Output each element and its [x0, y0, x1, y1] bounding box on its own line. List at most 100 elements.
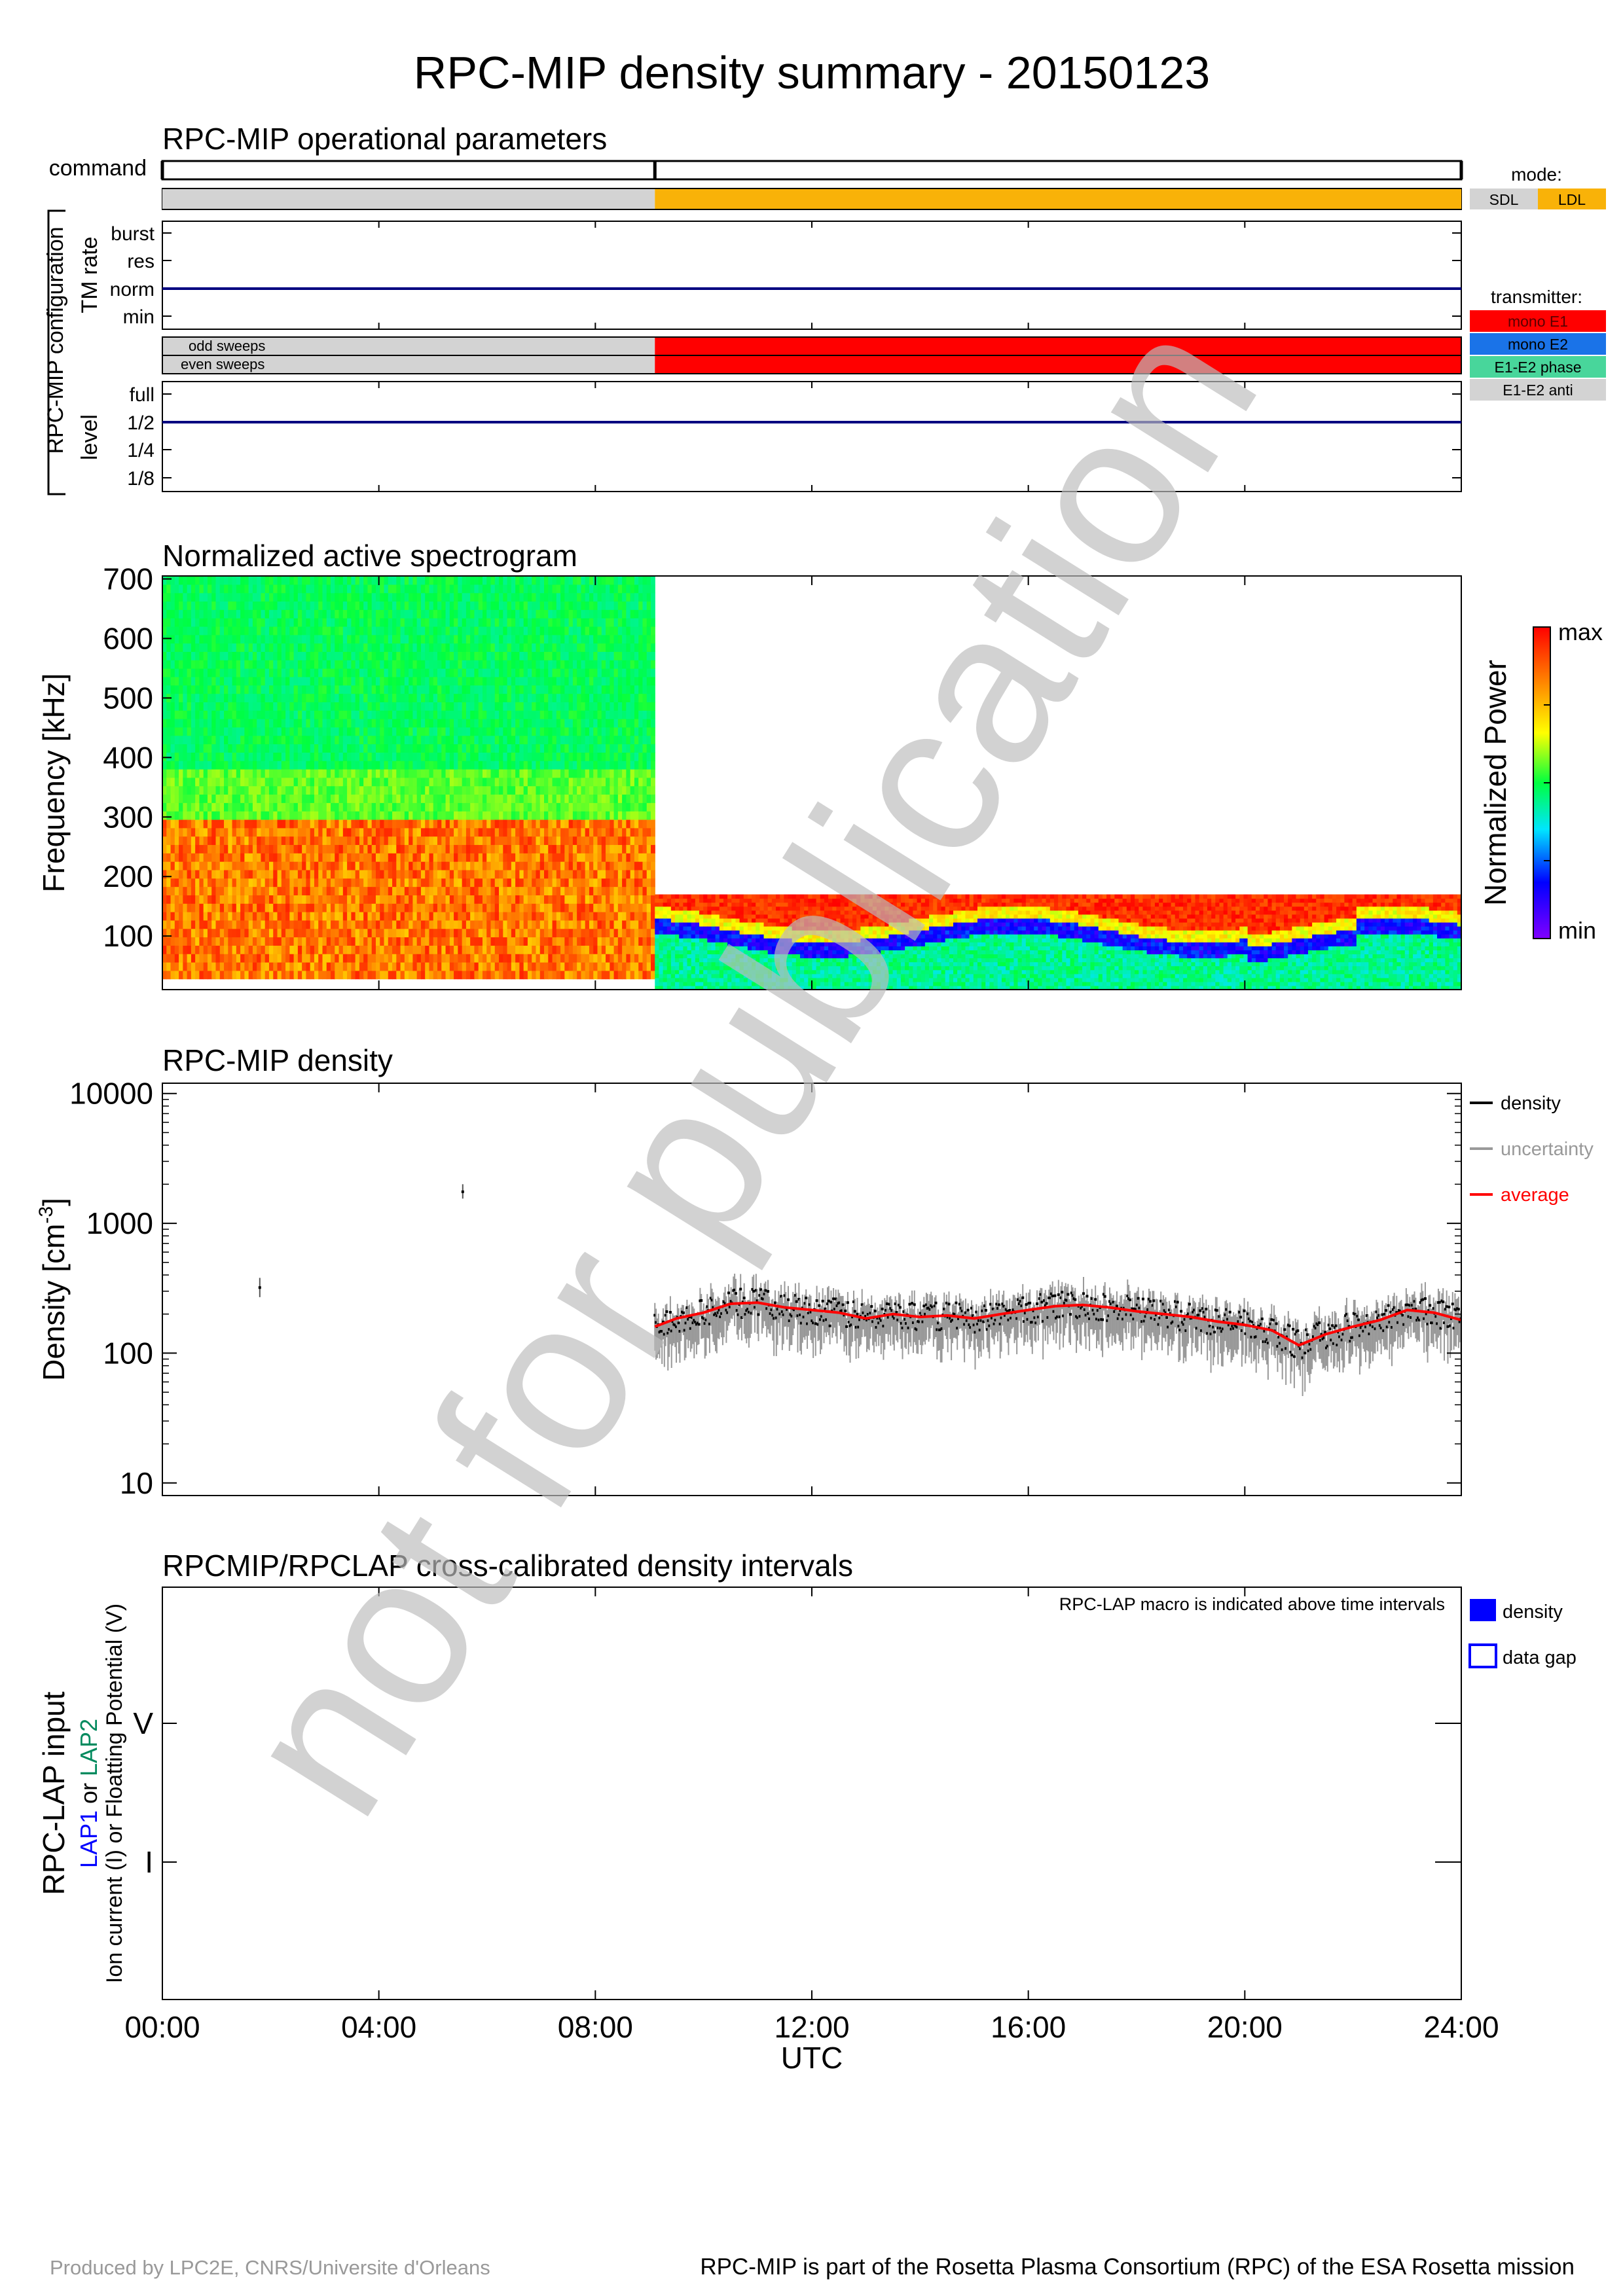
spectrogram-cell-973 — [244, 861, 249, 870]
spectrogram-cell-1880 — [322, 903, 327, 912]
spectrogram-cell-3823 — [486, 710, 492, 719]
spectrogram-cell-3692 — [474, 601, 479, 610]
spectrogram-cell-1432 — [281, 634, 286, 644]
spectrogram-cell-2120 — [342, 903, 348, 912]
spectrogram-cell-2834 — [404, 954, 409, 963]
spectrogram-cell-1537 — [293, 961, 299, 971]
spectrogram-cell-320 — [187, 702, 192, 711]
spectrogram-cell-2735 — [392, 576, 397, 585]
spectrogram-cell-2149 — [342, 660, 348, 669]
spectrogram-cell-1696 — [306, 836, 311, 846]
spectrogram-cell-3731 — [478, 676, 483, 686]
spectrogram-cell-3325 — [445, 861, 450, 870]
spectrogram-cell-1800 — [314, 768, 319, 778]
spectrogram-cell-743 — [224, 777, 228, 787]
spectrogram-cell-3714 — [478, 819, 483, 829]
spectrogram-cell-3738 — [478, 618, 483, 627]
spectrogram-cell-299 — [187, 878, 192, 888]
spectrogram-cell-2684 — [388, 601, 393, 610]
spectrogram-cell-929 — [240, 827, 245, 837]
spectrogram-cell-1398 — [281, 920, 286, 929]
spectrogram-cell-445 — [199, 861, 204, 870]
spectrogram-cell-1535 — [289, 576, 295, 585]
spectrogram-cell-4836 — [572, 668, 577, 677]
spectrogram-cell-3591 — [465, 643, 471, 653]
spectrogram-cell-1820 — [314, 601, 319, 610]
spectrogram-cell-4276 — [527, 937, 532, 946]
spectrogram-cell-1694 — [306, 853, 311, 862]
spectrogram-cell-1403 — [281, 878, 286, 888]
spectrogram-cell-412 — [195, 735, 200, 745]
spectrogram-cell-4486 — [544, 785, 549, 795]
spectrogram-cell-3056 — [420, 702, 426, 711]
spectrogram-cell-533 — [207, 928, 212, 938]
spectrogram-cell-4661 — [560, 928, 565, 938]
spectrogram-cell-3207 — [433, 643, 438, 653]
spectrogram-cell-2739 — [396, 945, 401, 954]
spectrogram-cell-3415 — [454, 912, 458, 921]
spectrogram-cell-1026 — [248, 819, 253, 829]
spectrogram-cell-891 — [236, 744, 241, 753]
spectrogram-cell-917 — [240, 928, 245, 938]
spectrogram-cell-3831 — [486, 643, 492, 653]
spectrogram-cell-863 — [232, 576, 237, 585]
spectrogram-cell-1634 — [302, 954, 307, 963]
spectrogram-cell-1914 — [322, 618, 327, 627]
spectrogram-cell-216 — [179, 768, 183, 778]
spectrogram-cell-1962 — [326, 618, 331, 627]
spectrogram-cells — [162, 576, 1461, 990]
spectrogram-cell-3970 — [499, 685, 503, 694]
spectrogram-cell-1539 — [293, 945, 299, 954]
spectrogram-cell-1527 — [289, 643, 295, 653]
spectrogram-cell-3225 — [437, 895, 442, 904]
spectrogram-cell-3617 — [470, 827, 475, 837]
spectrogram-cell-3865 — [490, 761, 496, 770]
spectrogram-cell-4855 — [577, 912, 582, 921]
spectrogram-cell-3018 — [416, 618, 422, 627]
spectrogram-cell-581 — [211, 928, 217, 938]
spectrogram-cell-119 — [170, 777, 175, 787]
spectrogram-cell-1854 — [318, 719, 323, 728]
spectrogram-cell-3883 — [490, 609, 496, 619]
spectrogram-cell-4620 — [556, 869, 561, 879]
spectrogram-cell-4515 — [548, 945, 553, 954]
spectrogram-cell-2041 — [335, 761, 340, 770]
spectrogram-cell-3943 — [499, 912, 503, 921]
spectrogram-cell-25 — [162, 761, 167, 770]
spectrogram-cell-3490 — [458, 685, 463, 694]
spectrogram-cell-4487 — [544, 777, 549, 787]
even-sweeps-label: even sweeps — [181, 356, 264, 372]
spectrogram-cell-4761 — [568, 895, 574, 904]
spectrogram-cell-2058 — [335, 618, 340, 627]
spectrogram-cell-2402 — [367, 954, 373, 963]
spectrogram-cell-1967 — [326, 576, 331, 585]
spectrogram-cell-317 — [187, 726, 192, 736]
spectrogram-cell-95 — [166, 576, 172, 585]
spectrogram-cell-4699 — [560, 609, 565, 619]
spectrogram-cell-3666 — [474, 819, 479, 829]
spectrogram-cell-3199 — [433, 710, 438, 719]
spectrogram-cell-2844 — [404, 869, 409, 879]
spectrogram-cell-4037 — [507, 928, 512, 938]
spectrogram-cell-4863 — [577, 844, 582, 853]
spectrogram-cell-2040 — [335, 768, 340, 778]
spectrogram-cell-2910 — [409, 719, 414, 728]
spectrogram-cell-3159 — [429, 643, 434, 653]
spectrogram-cell-541 — [207, 861, 212, 870]
spectrogram-cell-2458 — [371, 886, 376, 895]
spectrogram-cell-3318 — [445, 920, 450, 929]
spectrogram-cell-3277 — [441, 861, 447, 870]
spectrogram-cell-1081 — [252, 761, 257, 770]
spectrogram-cell-4523 — [548, 878, 553, 888]
spectrogram-cell-4611 — [556, 945, 561, 954]
spectrogram-cell-284 — [183, 601, 188, 610]
spectrogram-cell-335 — [187, 576, 192, 585]
spectrogram-cell-1799 — [314, 777, 319, 787]
spectrogram-cell-2270 — [355, 853, 360, 862]
spectrogram-cell-333 — [187, 592, 192, 602]
spectrogram-cell-3609 — [470, 895, 475, 904]
spectrogram-cell-1464 — [285, 768, 290, 778]
spectrogram-cell-4574 — [552, 853, 557, 862]
spectrogram-cell-1036 — [248, 735, 253, 745]
spectrogram-cell-1601 — [297, 827, 302, 837]
